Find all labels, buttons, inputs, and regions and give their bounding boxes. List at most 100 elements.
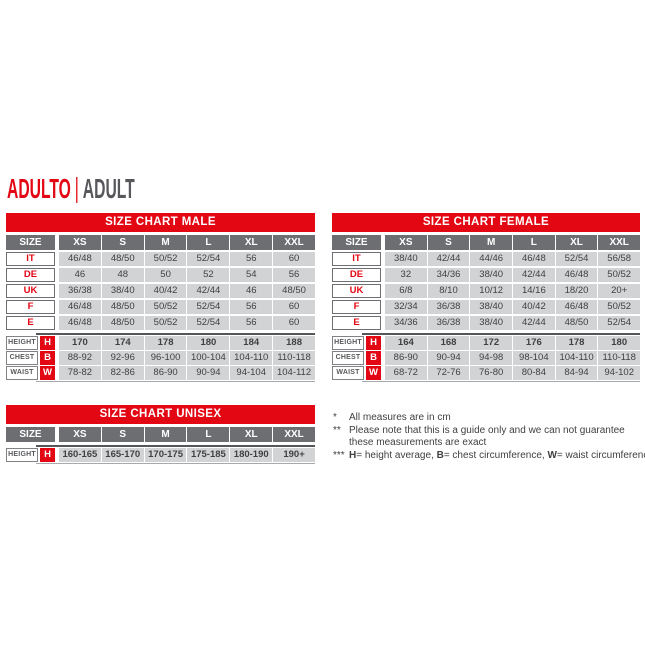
measure-label-group: HEIGHT H (6, 448, 55, 462)
measure-value-cell: 100-104 (187, 351, 230, 365)
size-cell: 48/50 (555, 316, 598, 330)
column-header-l: L (513, 235, 555, 250)
size-cell: 48/50 (101, 252, 144, 266)
title-separator: | (74, 172, 79, 203)
measure-value-cell: 172 (470, 336, 513, 350)
size-row-it: IT 38/40 42/44 44/46 46/48 52/54 56/58 (332, 252, 641, 266)
row-label-uk: UK (6, 284, 55, 298)
size-cell: 50/52 (144, 300, 187, 314)
footnote-segment: Please note that this is a guide only an… (349, 425, 625, 448)
size-cell: 46/48 (59, 316, 101, 330)
measure-value-cell: 168 (427, 336, 470, 350)
size-cell: 60 (273, 316, 315, 330)
size-cell: 56 (230, 316, 273, 330)
size-cell: 40/42 (513, 300, 555, 314)
measure-label-height: HEIGHT (6, 336, 38, 350)
letter-badge-w: W (366, 366, 381, 380)
measure-label-group: CHEST B (6, 351, 55, 365)
size-cell: 40/42 (144, 284, 187, 298)
measure-value-cell: 104-112 (273, 366, 315, 380)
footnote-segment: = height average, (356, 450, 437, 461)
measure-label-group: WAIST W (6, 366, 55, 380)
footnotes: * All measures are in cm ** Please note tha… (333, 412, 645, 463)
size-chart-female: SIZE CHART FEMALE SIZE XS S M L XL XXL IT 38/40 42… (332, 213, 641, 382)
footnote-segment: = chest circumference, (443, 450, 548, 461)
measure-value-cell: 180-190 (230, 448, 273, 462)
measure-label-group: HEIGHT H (332, 336, 381, 350)
size-header-cell: SIZE (6, 235, 55, 250)
size-row-e: E 34/36 36/38 38/40 42/44 48/50 52/54 (332, 316, 641, 330)
column-header-s: S (101, 235, 144, 250)
footnote-marker: * (333, 412, 337, 423)
footnote-marker: ** (333, 425, 341, 436)
letter-badge-b: B (366, 351, 381, 365)
row-label-it: IT (6, 252, 55, 266)
size-cell: 52/54 (187, 316, 230, 330)
footnote-text: All measures are in cm (349, 412, 645, 424)
size-cell: 20+ (598, 284, 641, 298)
footnote-2: ** Please note that this is a guide only … (333, 425, 645, 449)
measure-value-cell: 72-76 (427, 366, 470, 380)
size-cell: 50 (144, 268, 187, 282)
size-cell: 52/54 (187, 300, 230, 314)
size-row-f: F 46/48 48/50 50/52 52/54 56 60 (6, 300, 315, 314)
measure-value-cell: 178 (144, 336, 187, 350)
size-row-e: E 46/48 48/50 50/52 52/54 56 60 (6, 316, 315, 330)
footnote-segment: All measures are in cm (349, 412, 451, 423)
measure-label-height: HEIGHT (332, 336, 364, 350)
size-cell: 44/46 (470, 252, 513, 266)
size-cell: 56 (230, 252, 273, 266)
table-banner: SIZE CHART MALE (6, 213, 315, 232)
measure-value-cell: 190+ (273, 448, 315, 462)
measure-value-cell: 180 (187, 336, 230, 350)
size-row-uk: UK 6/8 8/10 10/12 14/16 18/20 20+ (332, 284, 641, 298)
size-cell: 56/58 (598, 252, 641, 266)
measure-value-cell: 178 (555, 336, 598, 350)
size-cell: 50/52 (144, 316, 187, 330)
footnote-3: *** H= height average, B= chest circumfer… (333, 450, 645, 462)
column-header-xs: XS (59, 427, 101, 442)
column-header-xs: XS (59, 235, 101, 250)
size-header-cell: SIZE (6, 427, 55, 442)
measure-label-waist: WAIST (332, 366, 364, 380)
row-label-f: F (6, 300, 55, 314)
measure-value-cell: 78-82 (59, 366, 101, 380)
measure-row-waist: WAIST W 68-72 72-76 76-80 80-84 84-94 94-102 (332, 366, 641, 380)
size-cell: 46/48 (555, 268, 598, 282)
measure-row-waist: WAIST W 78-82 82-86 86-90 90-94 94-104 104-112 (6, 366, 315, 380)
measure-label-group: HEIGHT H (6, 336, 55, 350)
column-header-s: S (101, 427, 144, 442)
table-banner: SIZE CHART FEMALE (332, 213, 640, 232)
row-label-de: DE (6, 268, 55, 282)
size-cell: 36/38 (59, 284, 101, 298)
row-label-uk: UK (332, 284, 381, 298)
column-header-l: L (187, 427, 230, 442)
measure-label-group: WAIST W (332, 366, 381, 380)
size-cell: 46/48 (59, 252, 101, 266)
size-cell: 14/16 (513, 284, 555, 298)
header-row: SIZE XS S M L XL XXL (332, 235, 641, 250)
size-cell: 32/34 (385, 300, 427, 314)
size-row-de: DE 46 48 50 52 54 56 (6, 268, 315, 282)
measure-value-cell: 175-185 (187, 448, 230, 462)
measure-value-cell: 170-175 (144, 448, 187, 462)
size-cell: 38/40 (385, 252, 427, 266)
measure-value-cell: 84-94 (555, 366, 598, 380)
measure-row-height: HEIGHT H 160-165 165-170 170-175 175-185 180-1… (6, 448, 315, 462)
measure-row-height: HEIGHT H 164 168 172 176 178 180 (332, 336, 641, 350)
column-header-xl: XL (555, 235, 598, 250)
column-header-xl: XL (230, 235, 273, 250)
measure-value-cell: 184 (230, 336, 273, 350)
size-chart-male: SIZE CHART MALE SIZE XS S M L XL XXL IT 46/48 48/5… (6, 213, 315, 382)
size-cell: 36/38 (427, 300, 470, 314)
column-header-xxl: XXL (598, 235, 641, 250)
row-label-de: DE (332, 268, 381, 282)
size-row-f: F 32/34 36/38 38/40 40/42 46/48 50/52 (332, 300, 641, 314)
size-cell: 42/44 (427, 252, 470, 266)
size-cell: 52/54 (598, 316, 641, 330)
measure-value-cell: 94-102 (598, 366, 641, 380)
measure-row-chest: CHEST B 88-92 92-96 96-100 100-104 104-110 110-… (6, 351, 315, 365)
size-cell: 50/52 (598, 300, 641, 314)
measure-value-cell: 110-118 (598, 351, 641, 365)
